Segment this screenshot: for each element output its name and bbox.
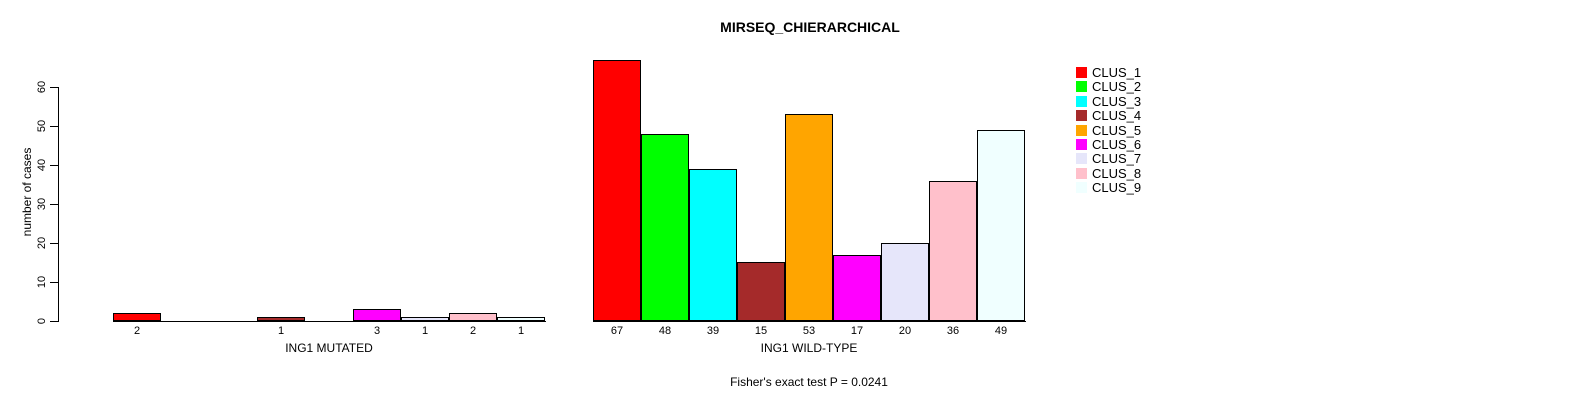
y-axis-tick-label: 10 <box>36 275 48 289</box>
bar-value-label-ing1-wild-type-clus_7: 20 <box>898 325 912 337</box>
y-axis-title: number of cases <box>20 147 34 237</box>
y-axis-tick <box>50 165 58 166</box>
bar-value-label-ing1-mutated-clus_9: 1 <box>517 325 525 337</box>
bar-ing1-wild-type-clus_4 <box>737 262 785 321</box>
bar-value-label-ing1-wild-type-clus_9: 49 <box>994 325 1008 337</box>
bar-ing1-wild-type-clus_3 <box>689 169 737 321</box>
legend-label-clus_4: CLUS_4 <box>1092 108 1142 123</box>
bar-ing1-wild-type-clus_6 <box>833 255 881 321</box>
bar-ing1-wild-type-clus_1 <box>593 60 641 321</box>
legend-swatch-clus_7 <box>1076 153 1087 164</box>
legend-label-clus_3: CLUS_3 <box>1092 94 1142 109</box>
legend-swatch-clus_3 <box>1076 96 1087 107</box>
legend-label-clus_8: CLUS_8 <box>1092 166 1142 181</box>
bar-ing1-mutated-clus_4 <box>257 317 305 321</box>
bar-value-label-ing1-wild-type-clus_2: 48 <box>658 325 672 337</box>
baseline-ing1-wild-type <box>593 321 1026 322</box>
y-axis-tick-label: 20 <box>36 236 48 250</box>
legend-label-clus_7: CLUS_7 <box>1092 151 1142 166</box>
legend-swatch-clus_6 <box>1076 139 1087 150</box>
bar-value-label-ing1-wild-type-clus_6: 17 <box>850 325 864 337</box>
bar-ing1-wild-type-clus_2 <box>641 134 689 321</box>
annotation-fisher-test: Fisher's exact test P = 0.0241 <box>730 375 888 389</box>
bar-ing1-wild-type-clus_8 <box>929 181 977 321</box>
y-axis-tick <box>50 321 58 322</box>
bar-value-label-ing1-mutated-clus_1: 2 <box>133 325 141 337</box>
y-axis-tick-label: 50 <box>36 119 48 133</box>
legend-label-clus_6: CLUS_6 <box>1092 137 1142 152</box>
legend-swatch-clus_2 <box>1076 81 1087 92</box>
bar-ing1-wild-type-clus_7 <box>881 243 929 321</box>
bar-ing1-mutated-clus_6 <box>353 309 401 321</box>
x-axis-label-ing1-mutated: ING1 MUTATED <box>285 341 373 355</box>
legend-label-clus_2: CLUS_2 <box>1092 79 1142 94</box>
chart-title: MIRSEQ_CHIERARCHICAL <box>720 19 900 35</box>
bar-value-label-ing1-wild-type-clus_3: 39 <box>706 325 720 337</box>
bar-value-label-ing1-wild-type-clus_8: 36 <box>946 325 960 337</box>
y-axis-tick <box>50 243 58 244</box>
y-axis-tick <box>50 282 58 283</box>
baseline-ing1-mutated <box>113 321 546 322</box>
y-axis-tick <box>50 126 58 127</box>
legend-label-clus_5: CLUS_5 <box>1092 123 1142 138</box>
legend-label-clus_9: CLUS_9 <box>1092 180 1142 195</box>
y-axis-tick-label: 30 <box>36 197 48 211</box>
y-axis-tick <box>50 204 58 205</box>
legend-swatch-clus_4 <box>1076 110 1087 121</box>
bar-value-label-ing1-wild-type-clus_5: 53 <box>802 325 816 337</box>
bar-value-label-ing1-wild-type-clus_4: 15 <box>754 325 768 337</box>
bar-ing1-mutated-clus_7 <box>401 317 449 321</box>
bar-ing1-mutated-clus_8 <box>449 313 497 321</box>
x-axis-label-ing1-wild-type: ING1 WILD-TYPE <box>760 341 858 355</box>
legend-swatch-clus_5 <box>1076 125 1087 136</box>
bar-ing1-wild-type-clus_5 <box>785 114 833 321</box>
y-axis-tick-label: 0 <box>36 317 48 325</box>
y-axis-line <box>58 87 59 322</box>
legend-label-clus_1: CLUS_1 <box>1092 65 1142 80</box>
bar-value-label-ing1-wild-type-clus_1: 67 <box>610 325 624 337</box>
legend-swatch-clus_8 <box>1076 168 1087 179</box>
bar-value-label-ing1-mutated-clus_8: 2 <box>469 325 477 337</box>
bar-ing1-wild-type-clus_9 <box>977 130 1025 321</box>
bar-value-label-ing1-mutated-clus_4: 1 <box>277 325 285 337</box>
y-axis-tick <box>50 87 58 88</box>
y-axis-tick-label: 40 <box>36 158 48 172</box>
bar-value-label-ing1-mutated-clus_6: 3 <box>373 325 381 337</box>
y-axis-tick-label: 60 <box>36 80 48 94</box>
bar-ing1-mutated-clus_9 <box>497 317 545 321</box>
legend-swatch-clus_9 <box>1076 182 1087 193</box>
legend-swatch-clus_1 <box>1076 67 1087 78</box>
bar-value-label-ing1-mutated-clus_7: 1 <box>421 325 429 337</box>
bar-ing1-mutated-clus_1 <box>113 313 161 321</box>
